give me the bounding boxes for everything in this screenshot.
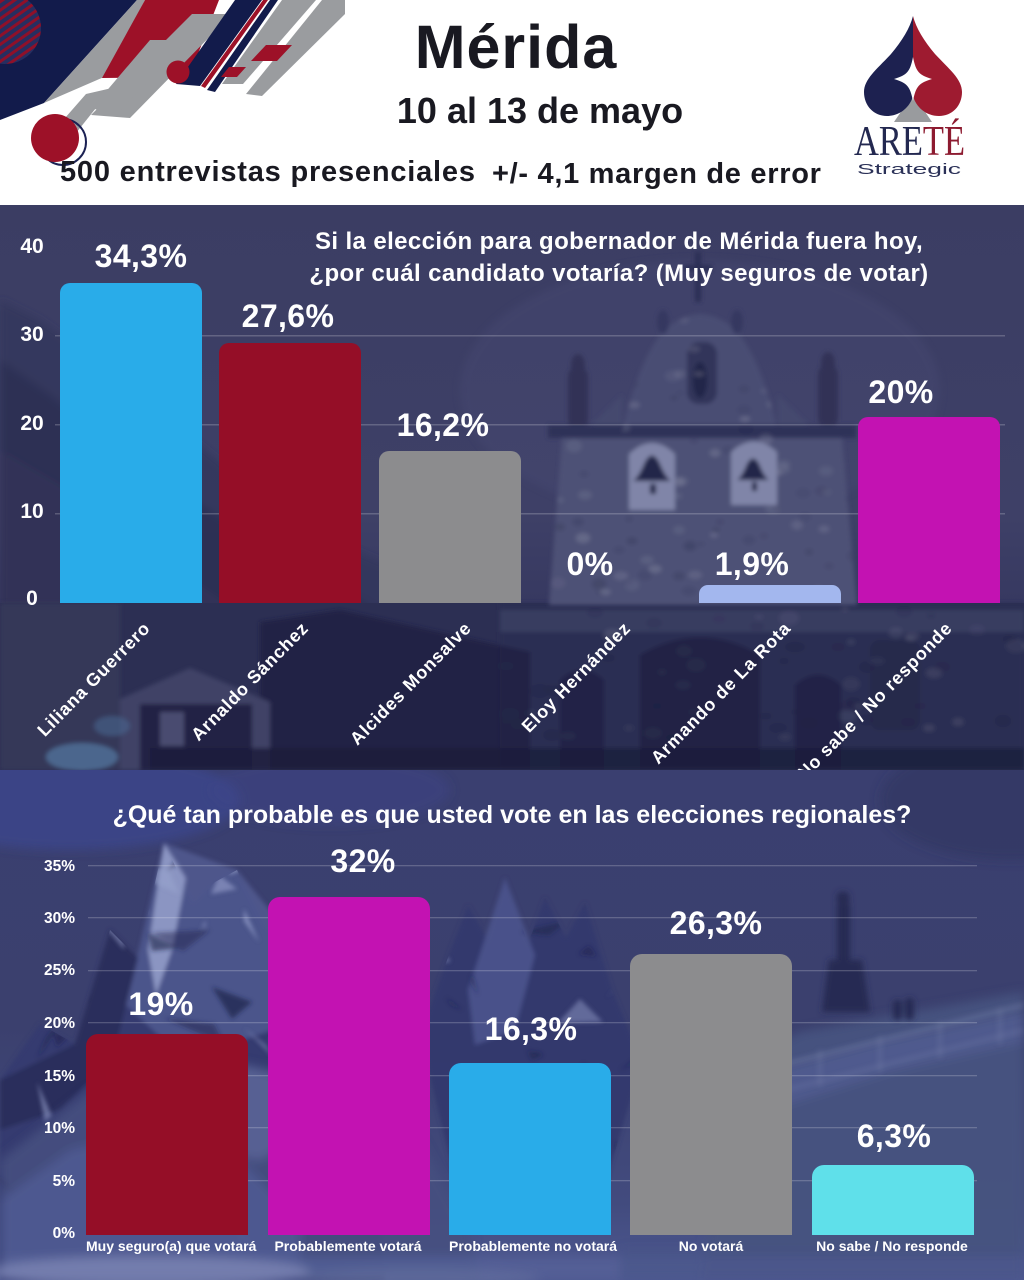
svg-text:Strategic: Strategic <box>857 161 962 178</box>
svg-text:ARETÉ: ARETÉ <box>854 118 965 165</box>
